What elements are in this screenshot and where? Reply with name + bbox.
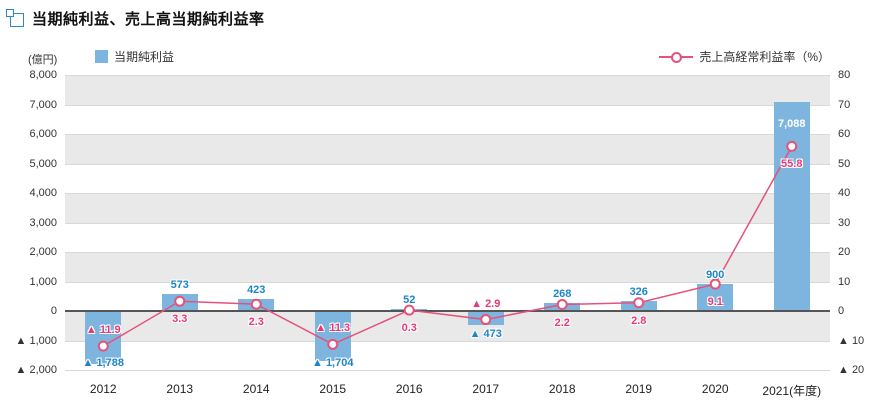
- x-axis-label-2012: 2012: [89, 382, 117, 396]
- bar-label-2015: ▲ 1,704: [312, 357, 354, 369]
- line-label-2017: ▲ 2.9: [471, 297, 501, 310]
- left-axis-tick: 5,000: [29, 157, 57, 170]
- right-axis-tick: 80: [838, 69, 851, 81]
- right-axis-tick: ▲ 10: [838, 334, 865, 347]
- bar-label-2018: 268: [553, 288, 572, 301]
- left-axis-tick: 4,000: [29, 187, 57, 199]
- x-axis-label-2016: 2016: [395, 382, 423, 396]
- left-axis-tick: 6,000: [29, 128, 57, 140]
- left-axis-tick: ▲ 2,000: [15, 364, 57, 376]
- bar-label-2020: 900: [706, 269, 725, 282]
- gridline: [65, 163, 830, 165]
- bar-label-2017: ▲ 473: [469, 327, 502, 340]
- line-label-2021: 55.8: [781, 158, 803, 171]
- right-axis-tick: 30: [838, 216, 851, 229]
- right-axis-tick: 60: [838, 128, 851, 140]
- gridline: [65, 75, 830, 76]
- legend-bar-label: 当期純利益: [114, 50, 175, 64]
- line-label-2012: ▲ 11.9: [85, 324, 121, 337]
- x-axis-label-2020: 2020: [701, 382, 729, 396]
- page-header: 当期純利益、売上高当期純利益率: [6, 8, 265, 29]
- line-label-2013: 3.3: [172, 313, 188, 326]
- section-square-icon: [6, 8, 24, 27]
- line-label-2014: 2.3: [248, 316, 264, 329]
- plot-band: [65, 134, 830, 164]
- x-axis-label-2014: 2014: [242, 382, 270, 396]
- right-axis-tick: ▲ 20: [838, 364, 865, 376]
- bar-label-2013: 573: [170, 279, 189, 292]
- bar-label-2019: 326: [629, 286, 648, 299]
- right-axis-tick: 20: [838, 246, 851, 258]
- left-axis-unit: (億円): [28, 54, 58, 66]
- left-axis-tick: 8,000: [29, 69, 57, 81]
- bar-label-2014: 423: [247, 283, 266, 296]
- x-axis-label-2017: 2017: [472, 382, 500, 396]
- line-marker-icon: [659, 50, 694, 63]
- plot-band: [65, 75, 830, 105]
- gridline: [65, 340, 830, 342]
- x-axis-label-2013: 2013: [166, 382, 194, 396]
- bar-label-2021: 7,088: [777, 117, 806, 130]
- legend-line-label: 売上高経常利益率（%）: [699, 50, 830, 64]
- line-label-2016: 0.3: [401, 322, 417, 335]
- bar-2015: [314, 311, 351, 362]
- right-axis-tick: 70: [838, 98, 851, 111]
- chart-title: 当期純利益、売上高当期純利益率: [32, 11, 265, 28]
- bar-swatch-icon: [95, 50, 108, 63]
- bar-label-2016: 52: [403, 294, 416, 307]
- gridline: [65, 222, 830, 224]
- left-axis-tick: 1,000: [29, 275, 57, 288]
- x-axis-label-2021: 2021(年度): [762, 384, 822, 398]
- left-axis-tick: 7,000: [29, 98, 57, 111]
- right-axis-tick: 40: [838, 187, 851, 199]
- line-label-2019: 2.8: [631, 314, 647, 327]
- left-axis-tick: 2,000: [29, 246, 57, 258]
- bar-2017: [467, 311, 504, 325]
- x-axis-label-2019: 2019: [625, 382, 653, 396]
- right-axis-tick: 50: [838, 157, 851, 170]
- x-axis-label-2018: 2018: [548, 382, 576, 396]
- left-axis-tick: ▲ 1,000: [15, 334, 57, 347]
- left-axis-tick: 3,000: [29, 216, 57, 229]
- line-label-2020: 9.1: [707, 296, 723, 309]
- gridline: [65, 370, 830, 371]
- line-label-2015: ▲ 11.3: [315, 322, 351, 335]
- right-axis-tick: 10: [838, 275, 851, 288]
- zero-line: [65, 310, 830, 312]
- plot-band: [65, 193, 830, 223]
- gridline: [65, 193, 830, 194]
- x-axis-label-2015: 2015: [319, 382, 347, 396]
- legend-line-series: 売上高経常利益率（%）: [659, 48, 830, 65]
- bar-2012: [85, 311, 122, 364]
- bar-2013: [161, 294, 198, 311]
- legend-bar-series: 当期純利益: [95, 48, 174, 65]
- bar-2021: [773, 101, 810, 311]
- bar-label-2012: ▲ 1,788: [82, 357, 124, 369]
- gridline: [65, 104, 830, 106]
- left-axis-tick: 0: [50, 305, 57, 317]
- gridline: [65, 252, 830, 253]
- line-label-2018: 2.2: [554, 316, 570, 329]
- gridline: [65, 134, 830, 135]
- right-axis-tick: 0: [838, 305, 845, 317]
